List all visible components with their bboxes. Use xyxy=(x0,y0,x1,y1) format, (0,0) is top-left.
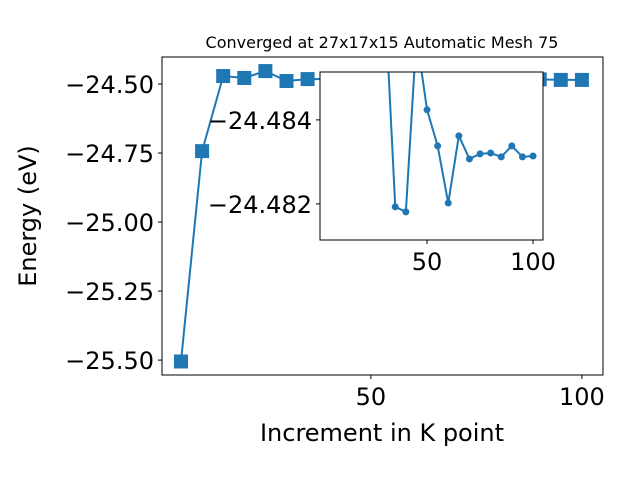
chart-title: Converged at 27x17x15 Automatic Mesh 75 xyxy=(206,33,559,52)
marker xyxy=(444,199,452,207)
y-tick-label: −24.75 xyxy=(65,140,154,168)
marker xyxy=(300,72,315,87)
marker xyxy=(497,153,505,161)
y-tick-label: −25.50 xyxy=(65,347,154,375)
y-tick-label: −25.00 xyxy=(65,209,154,237)
marker xyxy=(402,208,410,216)
marker xyxy=(476,150,484,158)
marker xyxy=(258,64,273,79)
x-tick-label: 100 xyxy=(510,248,556,276)
marker xyxy=(279,74,294,89)
marker xyxy=(487,149,495,157)
plot xyxy=(387,72,537,216)
marker xyxy=(465,155,473,163)
frame xyxy=(319,71,544,241)
marker xyxy=(216,69,231,84)
x-tick-label: 50 xyxy=(356,383,387,411)
marker xyxy=(508,142,516,150)
y-tick-label: −25.25 xyxy=(65,278,154,306)
plot-area xyxy=(320,72,543,240)
y-axis-label: Energy (eV) xyxy=(14,145,42,287)
x-tick-label: 100 xyxy=(559,383,605,411)
frame xyxy=(161,56,604,376)
marker xyxy=(574,72,589,87)
x-tick-label: 50 xyxy=(412,248,443,276)
marker xyxy=(455,132,463,140)
marker xyxy=(434,142,442,150)
marker xyxy=(553,72,568,87)
x-axis-label: Increment in K point xyxy=(260,419,504,447)
marker xyxy=(391,203,399,211)
y-tick-label: −24.50 xyxy=(65,71,154,99)
marker xyxy=(529,152,537,160)
y-tick-label: −24.484 xyxy=(208,107,312,135)
marker xyxy=(237,70,252,85)
marker xyxy=(423,106,431,114)
marker xyxy=(518,153,526,161)
marker xyxy=(195,144,210,159)
marker xyxy=(173,354,188,369)
y-tick-label: −24.482 xyxy=(208,191,312,219)
